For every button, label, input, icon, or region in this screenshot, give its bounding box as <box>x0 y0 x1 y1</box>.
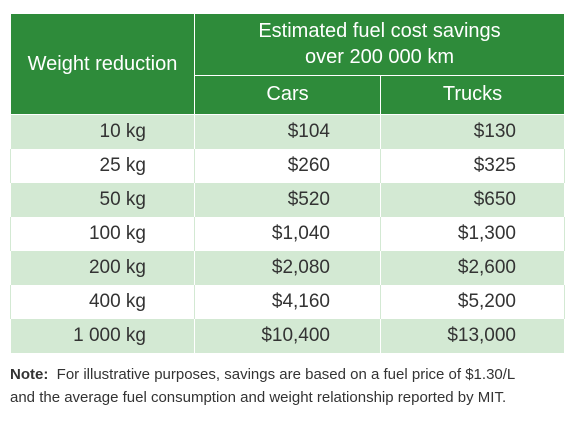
header-savings-line2: over 200 000 km <box>305 46 454 69</box>
cell-weight: 100 kg <box>10 217 195 251</box>
header-row-sub: Cars Trucks <box>11 74 565 116</box>
cell-cars: $10,400 <box>194 319 381 353</box>
cell-cars: $4,160 <box>194 285 381 319</box>
footnote: Note: For illustrative purposes, savings… <box>10 363 570 409</box>
cell-weight: 50 kg <box>10 183 195 217</box>
footnote-text1: For illustrative purposes, savings are b… <box>56 366 516 383</box>
table-row: 25 kg $260 $325 <box>10 149 565 183</box>
header-cars: Cars <box>194 74 381 116</box>
table-row: 100 kg $1,040 $1,300 <box>10 217 565 251</box>
cell-trucks: $5,200 <box>380 285 565 319</box>
footnote-text2: and the average fuel consumption and wei… <box>10 389 507 406</box>
table-row: 10 kg $104 $130 <box>10 114 565 149</box>
cell-trucks: $13,000 <box>380 319 565 353</box>
cell-trucks: $130 <box>380 114 565 149</box>
cell-weight: 200 kg <box>10 251 195 285</box>
table-row: 200 kg $2,080 $2,600 <box>10 251 565 285</box>
cell-weight: 400 kg <box>10 285 195 319</box>
header-savings-line1: Estimated fuel cost savings <box>258 20 501 43</box>
cell-cars: $520 <box>194 183 381 217</box>
cell-cars: $104 <box>194 114 381 149</box>
cell-trucks: $2,600 <box>380 251 565 285</box>
cell-weight: 10 kg <box>10 114 195 149</box>
header-weight-reduction: Weight reduction <box>10 13 195 115</box>
cell-trucks: $650 <box>380 183 565 217</box>
cell-weight: 25 kg <box>10 149 195 183</box>
cell-cars: $1,040 <box>194 217 381 251</box>
fuel-savings-table: Weight reduction Estimated fuel cost sav… <box>10 13 565 353</box>
table-row: 400 kg $4,160 $5,200 <box>10 285 565 319</box>
header-trucks: Trucks <box>380 74 565 116</box>
footnote-line1: Note: For illustrative purposes, savings… <box>10 363 570 386</box>
header-estimated-savings: Estimated fuel cost savings over 200 000… <box>194 13 565 76</box>
footnote-label: Note: <box>10 366 49 383</box>
table-row: 1 000 kg $10,400 $13,000 <box>10 319 565 353</box>
cell-cars: $2,080 <box>194 251 381 285</box>
table-row: 50 kg $520 $650 <box>10 183 565 217</box>
cell-weight: 1 000 kg <box>10 319 195 353</box>
header-row-top: Weight reduction Estimated fuel cost sav… <box>10 13 565 115</box>
cell-trucks: $1,300 <box>380 217 565 251</box>
cell-cars: $260 <box>194 149 381 183</box>
cell-trucks: $325 <box>380 149 565 183</box>
